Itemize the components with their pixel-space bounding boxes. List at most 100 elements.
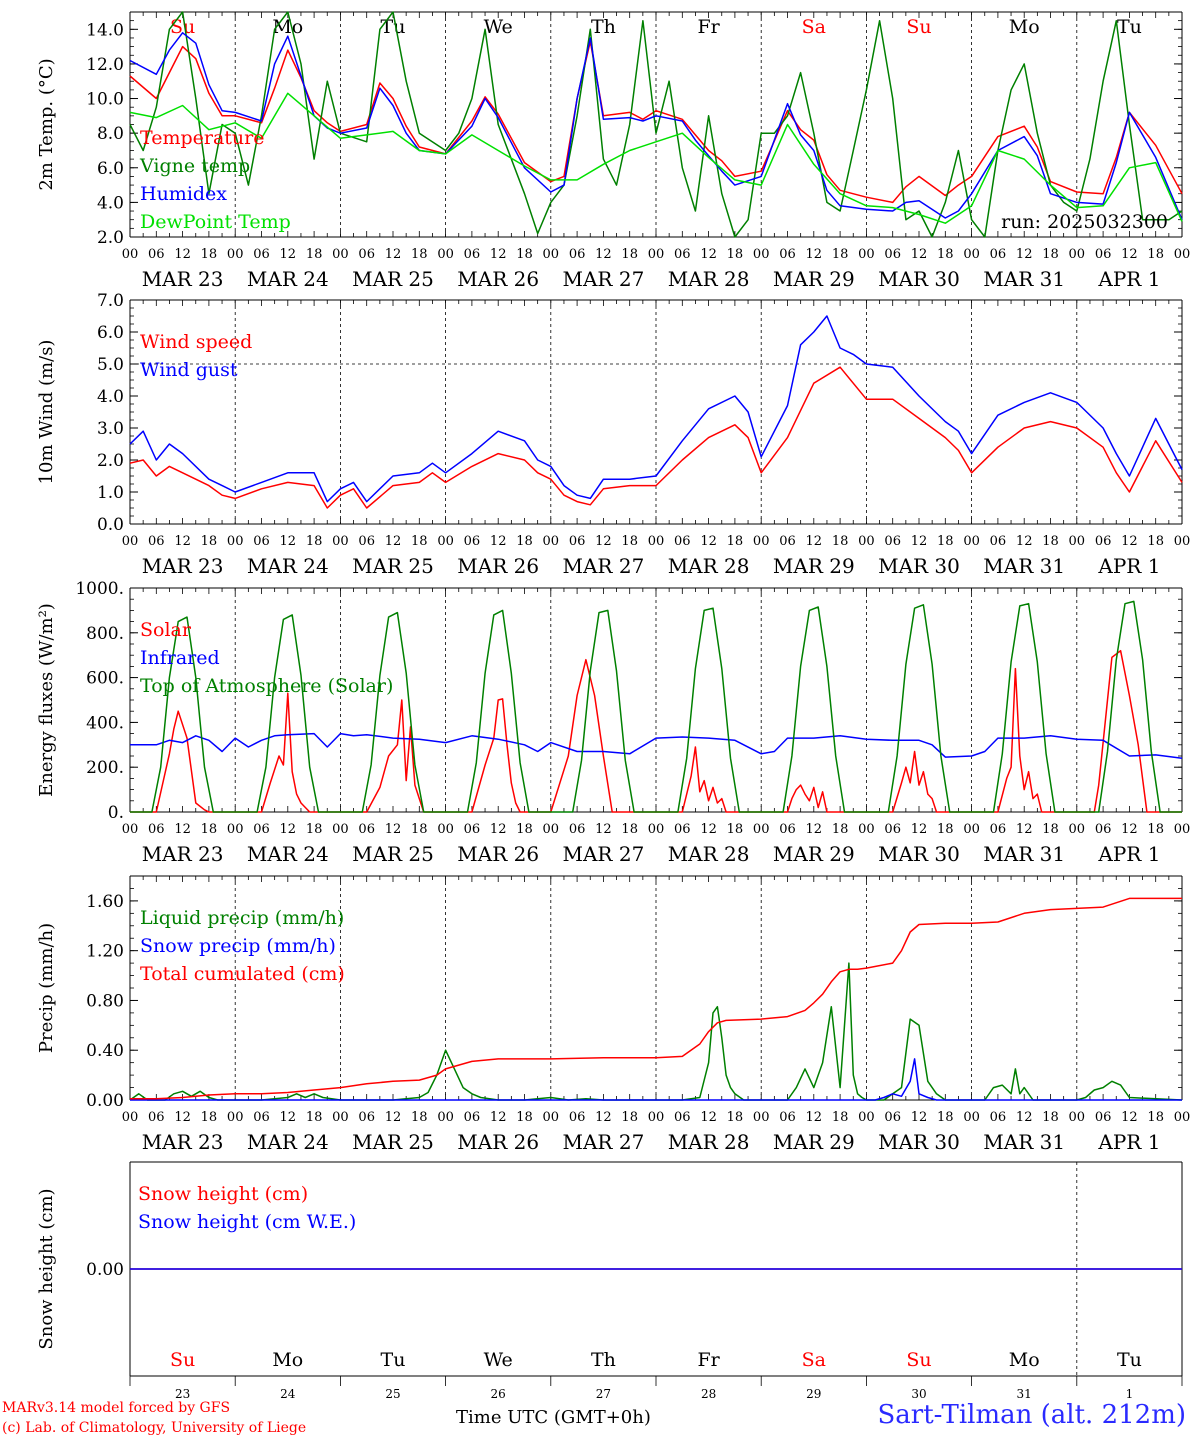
hour-tick-label: 18 (201, 247, 218, 262)
hour-tick-label: 12 (280, 1110, 297, 1125)
date-label: MAR 23 (142, 267, 224, 291)
hour-tick-label: 18 (411, 247, 428, 262)
hour-tick-label: 06 (569, 1110, 586, 1125)
legend-entry: Infrared (140, 647, 220, 669)
series-line-snow-precip-mm-h- (130, 1058, 1182, 1101)
hour-tick-label: 00 (1069, 1110, 1086, 1125)
hour-tick-label: 00 (1174, 534, 1191, 549)
y-tick-label: 4.0 (97, 193, 124, 213)
y-tick-label: 6.0 (97, 159, 124, 179)
hour-tick-label: 00 (753, 247, 770, 262)
day-number-label: 31 (1017, 1387, 1032, 1401)
hour-tick-label: 00 (227, 1110, 244, 1125)
date-label: MAR 27 (563, 267, 645, 291)
series-line-liquid-precip-mm-h- (129, 962, 1183, 1101)
weekday-label: Tu (1117, 16, 1142, 38)
y-tick-label: 600. (86, 669, 124, 689)
hour-tick-label: 06 (464, 822, 481, 837)
hour-tick-label: 12 (280, 247, 297, 262)
date-label: MAR 29 (773, 842, 855, 866)
y-tick-label: 1.20 (86, 942, 124, 962)
date-label: MAR 30 (878, 267, 960, 291)
hour-tick-label: 18 (516, 1110, 533, 1125)
hour-tick-label: 12 (1121, 1110, 1138, 1125)
y-tick-label: 1000. (75, 579, 124, 599)
hour-tick-label: 18 (727, 247, 744, 262)
date-label: APR 1 (1097, 842, 1160, 866)
day-number-label: 25 (385, 1387, 400, 1401)
legend-entry: Wind gust (140, 359, 238, 381)
series-line-infrared (130, 732, 1183, 759)
hour-tick-label: 18 (1042, 1110, 1059, 1125)
series-line-dewpoint-temp (129, 92, 1183, 224)
hour-tick-label: 06 (569, 247, 586, 262)
date-label: MAR 25 (352, 1130, 434, 1154)
weekday-label: Th (591, 16, 616, 38)
hour-tick-label: 12 (700, 1110, 717, 1125)
hour-tick-label: 00 (753, 534, 770, 549)
hour-tick-label: 00 (648, 1110, 665, 1125)
date-label: MAR 23 (142, 554, 224, 578)
date-label: MAR 29 (773, 1130, 855, 1154)
weekday-label: We (484, 1349, 513, 1371)
hour-tick-label: 00 (648, 822, 665, 837)
hour-tick-label: 12 (1121, 534, 1138, 549)
y-axis-label: Energy fluxes (W/m²) (36, 603, 57, 797)
day-number-label: 24 (280, 1387, 296, 1401)
y-tick-label: 400. (86, 713, 124, 733)
hour-tick-label: 06 (884, 1110, 901, 1125)
date-label: MAR 24 (247, 554, 329, 578)
day-number-label: 30 (911, 1387, 926, 1401)
series-line-temperature (129, 40, 1183, 204)
model-credit: MARv3.14 model forced by GFS (2, 1400, 231, 1416)
hour-tick-label: 00 (1069, 822, 1086, 837)
day-number-label: 26 (491, 1387, 506, 1401)
weekday-label: Sa (802, 1349, 826, 1371)
day-number-label: 29 (806, 1387, 821, 1401)
hour-tick-label: 06 (779, 1110, 796, 1125)
weekday-label: Fr (697, 1349, 720, 1371)
y-axis-label: Snow height (cm) (36, 1188, 57, 1349)
y-tick-label: 1.0 (97, 483, 124, 503)
run-label: run: 2025032300 (1001, 211, 1168, 233)
hour-tick-label: 06 (148, 1110, 165, 1125)
hour-tick-label: 06 (990, 1110, 1007, 1125)
day-number-label: 23 (175, 1387, 190, 1401)
hour-tick-label: 00 (122, 822, 139, 837)
station-name: Sart-Tilman (alt. 212m) (877, 1400, 1186, 1430)
hour-tick-label: 06 (884, 534, 901, 549)
hour-tick-label: 18 (1042, 247, 1059, 262)
y-tick-label: 8.0 (97, 124, 124, 144)
hour-tick-label: 18 (832, 247, 849, 262)
hour-tick-label: 00 (648, 247, 665, 262)
hour-tick-label: 18 (201, 1110, 218, 1125)
hour-tick-label: 12 (911, 534, 928, 549)
hour-tick-label: 18 (411, 1110, 428, 1125)
weekday-label: We (484, 16, 513, 38)
hour-tick-label: 18 (411, 534, 428, 549)
lab-credit: (c) Lab. of Climatology, University of L… (2, 1420, 307, 1436)
date-label: MAR 31 (983, 554, 1065, 578)
date-label: MAR 25 (352, 842, 434, 866)
date-label: MAR 28 (668, 554, 750, 578)
y-tick-label: 0.40 (86, 1041, 124, 1061)
date-label: MAR 29 (773, 267, 855, 291)
weekday-label: Fr (697, 16, 720, 38)
hour-tick-label: 06 (990, 822, 1007, 837)
hour-tick-label: 12 (911, 822, 928, 837)
hour-tick-label: 18 (937, 1110, 954, 1125)
hour-tick-label: 00 (122, 534, 139, 549)
hour-tick-label: 12 (806, 822, 823, 837)
hour-tick-label: 06 (674, 247, 691, 262)
hour-tick-label: 18 (1147, 1110, 1164, 1125)
hour-tick-label: 18 (1147, 247, 1164, 262)
y-tick-label: 800. (86, 624, 124, 644)
date-label: APR 1 (1097, 554, 1160, 578)
y-tick-label: 5.0 (97, 355, 124, 375)
legend-entry: Snow height (cm W.E.) (138, 1211, 356, 1233)
hour-tick-label: 12 (1016, 534, 1033, 549)
date-label: MAR 25 (352, 267, 434, 291)
hour-tick-label: 06 (1095, 1110, 1112, 1125)
hour-tick-label: 12 (280, 534, 297, 549)
hour-tick-label: 18 (1042, 822, 1059, 837)
